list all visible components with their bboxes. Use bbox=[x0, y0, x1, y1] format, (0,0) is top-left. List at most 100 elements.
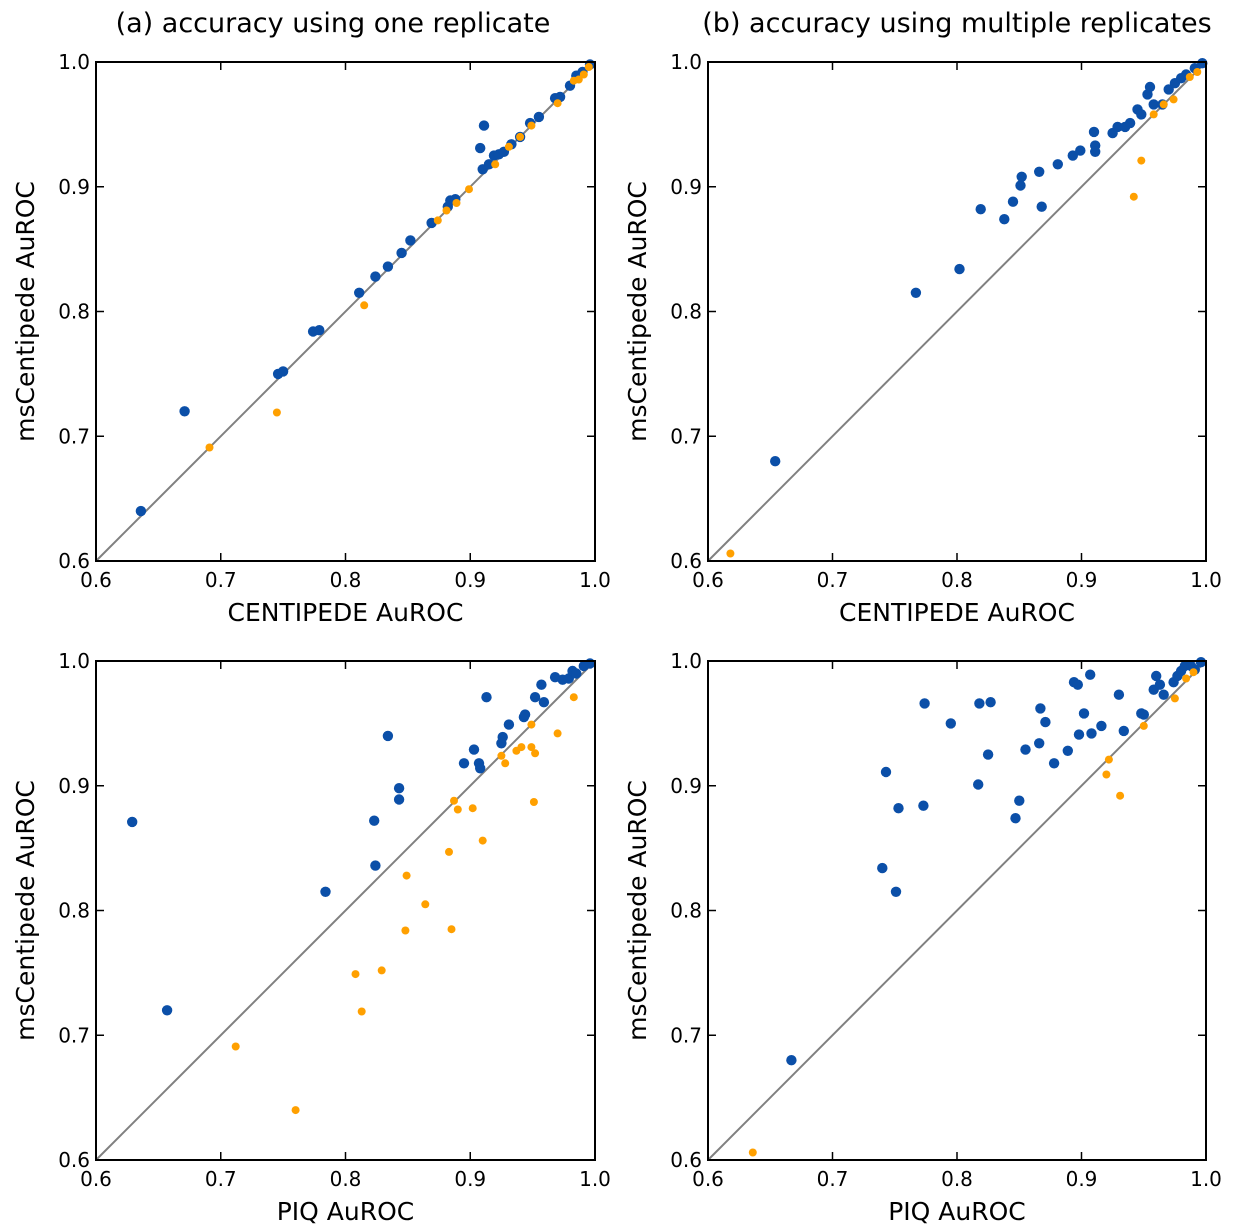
data-point-blue bbox=[1148, 99, 1159, 110]
data-point-blue bbox=[1154, 679, 1166, 690]
x-tick-label: 0.6 bbox=[80, 568, 112, 592]
data-point-blue bbox=[973, 779, 984, 790]
diagonal-line-b2 bbox=[707, 660, 1207, 1161]
data-point-orange bbox=[553, 99, 562, 108]
data-point-blue bbox=[974, 698, 985, 709]
y-tick-label: 0.6 bbox=[670, 1148, 702, 1172]
x-tick-label: 0.9 bbox=[1066, 568, 1098, 592]
data-point-orange bbox=[421, 900, 430, 909]
data-point-blue bbox=[314, 325, 325, 336]
data-point-orange bbox=[504, 142, 513, 151]
data-point-orange bbox=[553, 729, 562, 738]
y-tick-label: 0.7 bbox=[670, 424, 702, 448]
data-point-orange bbox=[1139, 721, 1148, 730]
data-point-orange bbox=[527, 720, 536, 729]
panel-b1: 0.6 0.7 0.8 0.9 1.0 0.6 0.7 0.8 0.9 1.0 CENTIPEDE … bbox=[623, 50, 1222, 627]
data-point-blue bbox=[1010, 813, 1021, 824]
data-point-blue bbox=[1067, 150, 1079, 161]
data-point-blue bbox=[1151, 670, 1162, 682]
y-axis-label-a1: msCentipede AuROC bbox=[11, 181, 40, 442]
data-point-blue bbox=[1073, 729, 1085, 740]
data-point-blue bbox=[1144, 81, 1156, 93]
data-point-orange bbox=[401, 926, 410, 935]
data-point-orange bbox=[516, 132, 525, 141]
data-point-blue bbox=[1016, 171, 1027, 182]
data-point-blue bbox=[1015, 180, 1026, 191]
column-title-b: (b) accuracy using multiple replicates bbox=[702, 8, 1211, 39]
data-point-blue bbox=[1020, 744, 1031, 755]
data-point-orange bbox=[579, 70, 588, 79]
data-point-blue bbox=[919, 698, 930, 709]
data-point-blue bbox=[1112, 121, 1123, 133]
data-point-orange bbox=[272, 408, 281, 417]
x-tick-label: 0.7 bbox=[205, 568, 237, 592]
data-point-blue bbox=[468, 744, 480, 755]
data-point-blue bbox=[975, 204, 986, 215]
data-point-blue bbox=[1158, 689, 1169, 700]
data-point-orange bbox=[478, 836, 487, 845]
data-point-orange bbox=[453, 805, 462, 814]
data-point-orange bbox=[1102, 770, 1111, 779]
x-tick-label: 0.7 bbox=[817, 1167, 849, 1191]
data-point-blue bbox=[1036, 201, 1047, 212]
data-point-orange bbox=[1169, 95, 1178, 104]
data-point-blue bbox=[982, 749, 994, 760]
data-point-blue bbox=[1034, 738, 1045, 749]
data-point-blue bbox=[277, 366, 289, 377]
data-point-blue bbox=[571, 668, 582, 679]
data-point-blue bbox=[538, 697, 550, 708]
data-point-blue bbox=[1048, 758, 1060, 769]
data-point-orange bbox=[574, 75, 583, 84]
data-point-orange bbox=[1104, 755, 1113, 764]
data-point-blue bbox=[1034, 166, 1045, 177]
data-point-orange bbox=[402, 871, 411, 880]
data-point-blue bbox=[1136, 109, 1147, 120]
x-tick-label: 1.0 bbox=[579, 568, 611, 592]
data-point-orange bbox=[433, 216, 442, 225]
y-tick-label: 0.6 bbox=[58, 549, 90, 573]
data-point-blue bbox=[1090, 146, 1101, 157]
data-point-blue bbox=[786, 1055, 797, 1066]
data-point-blue bbox=[1096, 720, 1107, 732]
y-tick-label: 0.7 bbox=[58, 1023, 90, 1047]
x-tick-label: 0.7 bbox=[817, 568, 849, 592]
data-point-blue bbox=[1040, 716, 1051, 728]
data-point-orange bbox=[447, 925, 456, 934]
y-tick-label: 0.8 bbox=[670, 300, 702, 324]
y-tick-label: 0.6 bbox=[58, 1148, 90, 1172]
y-tick-label: 0.9 bbox=[670, 774, 702, 798]
x-axis-label-a2: PIQ AuROC bbox=[277, 1197, 415, 1224]
data-point-orange bbox=[527, 121, 536, 130]
data-point-blue bbox=[127, 816, 138, 828]
data-point-blue bbox=[405, 235, 416, 246]
data-point-orange bbox=[1129, 192, 1138, 201]
data-point-blue bbox=[478, 120, 490, 131]
data-point-orange bbox=[1182, 674, 1191, 683]
data-point-blue bbox=[1138, 709, 1150, 720]
data-point-orange bbox=[529, 798, 538, 806]
y-tick-label: 0.6 bbox=[670, 549, 702, 573]
data-point-orange bbox=[450, 796, 458, 805]
data-point-blue bbox=[1085, 669, 1096, 680]
data-point-orange bbox=[231, 1042, 240, 1051]
x-tick-label: 0.8 bbox=[330, 1167, 362, 1191]
data-point-blue bbox=[1014, 795, 1025, 806]
x-tick-label: 1.0 bbox=[579, 1167, 611, 1191]
data-point-orange bbox=[1159, 100, 1168, 109]
data-point-blue bbox=[985, 697, 996, 708]
data-point-blue bbox=[483, 159, 495, 170]
data-point-blue bbox=[770, 456, 781, 467]
column-title-a: (a) accuracy using one replicate bbox=[116, 8, 551, 39]
data-point-orange bbox=[360, 301, 369, 310]
y-tick-label: 0.8 bbox=[670, 899, 702, 923]
data-point-orange bbox=[1193, 68, 1202, 76]
data-point-blue bbox=[529, 692, 541, 703]
y-tick-label: 1.0 bbox=[670, 649, 702, 673]
data-point-blue bbox=[1195, 657, 1207, 668]
data-point-blue bbox=[1113, 689, 1125, 700]
data-point-blue bbox=[533, 111, 545, 123]
x-tick-label: 0.7 bbox=[205, 1167, 237, 1191]
y-tick-label: 0.9 bbox=[670, 175, 702, 199]
data-point-orange bbox=[1170, 694, 1179, 703]
panel-a2: 0.6 0.7 0.8 0.9 1.0 0.6 0.7 0.8 0.9 1.0 PIQ AuROC m… bbox=[11, 649, 611, 1224]
